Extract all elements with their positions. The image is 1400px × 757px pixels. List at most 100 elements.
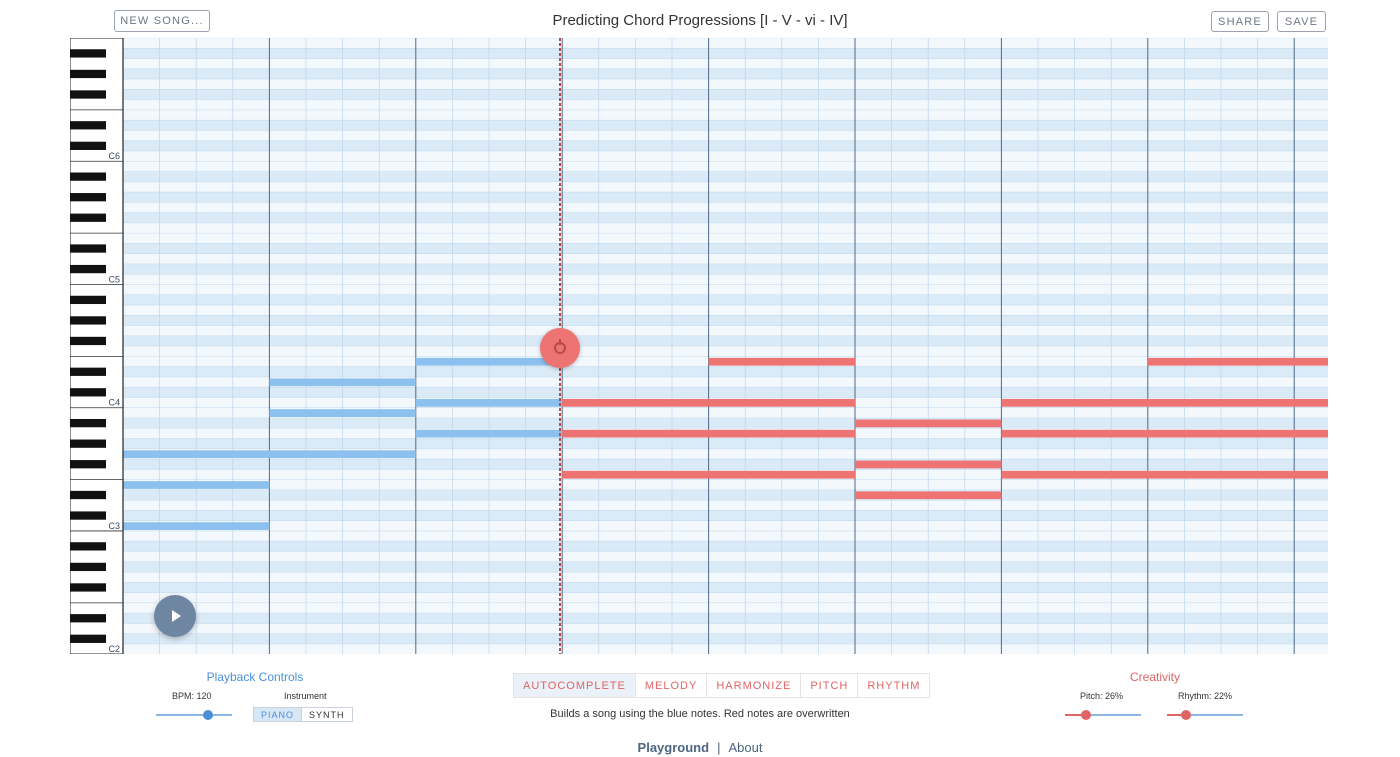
instrument-synth-button[interactable]: SYNTH: [302, 707, 353, 722]
bpm-slider-knob[interactable]: [203, 710, 213, 720]
playground-link[interactable]: Playground: [637, 740, 710, 755]
octave-label: C3: [108, 521, 120, 531]
generated-note[interactable]: [855, 460, 1002, 469]
octave-label: C5: [108, 274, 120, 284]
grid-row: [123, 561, 1328, 573]
grid-row: [123, 448, 1328, 460]
black-key[interactable]: [70, 583, 106, 592]
tab-rhythm[interactable]: RHYTHM: [858, 673, 931, 698]
new-song-button[interactable]: NEW SONG...: [114, 10, 210, 32]
rhythm-creativity-label: Rhythm: 22%: [1178, 691, 1233, 701]
generated-note[interactable]: [1001, 429, 1328, 438]
black-key[interactable]: [70, 439, 106, 448]
black-key[interactable]: [70, 634, 106, 643]
black-key[interactable]: [70, 562, 106, 572]
black-key[interactable]: [70, 295, 106, 305]
black-key[interactable]: [70, 336, 106, 346]
user-note[interactable]: [415, 398, 563, 407]
user-note[interactable]: [269, 378, 416, 387]
black-key[interactable]: [70, 141, 106, 150]
grid-row: [123, 366, 1328, 377]
user-note[interactable]: [415, 429, 563, 438]
top-bar: NEW SONG... Predicting Chord Progression…: [0, 0, 1400, 40]
grid-row: [123, 212, 1328, 223]
black-key[interactable]: [70, 69, 106, 79]
black-key[interactable]: [70, 172, 106, 181]
generated-note[interactable]: [708, 398, 855, 407]
black-key[interactable]: [70, 264, 106, 274]
user-note[interactable]: [123, 481, 270, 489]
bpm-slider[interactable]: [156, 710, 232, 720]
black-key[interactable]: [70, 49, 106, 58]
generated-note[interactable]: [708, 470, 855, 479]
grid-row: [123, 274, 1328, 285]
piano-keyboard: [70, 38, 124, 654]
grid-row: [123, 479, 1328, 490]
tab-melody[interactable]: MELODY: [635, 673, 708, 698]
generated-note[interactable]: [855, 491, 1002, 500]
black-key[interactable]: [70, 367, 106, 376]
pitch-creativity-slider[interactable]: [1065, 710, 1141, 720]
black-key[interactable]: [70, 193, 106, 202]
black-key[interactable]: [70, 213, 106, 222]
black-key[interactable]: [70, 418, 106, 428]
generated-note[interactable]: [562, 470, 709, 479]
user-note[interactable]: [269, 409, 416, 417]
rhythm-slider-knob[interactable]: [1181, 710, 1191, 720]
pitch-slider-knob[interactable]: [1081, 710, 1091, 720]
footer-separator: |: [717, 740, 721, 755]
generated-note[interactable]: [1147, 357, 1328, 366]
user-note[interactable]: [415, 357, 563, 366]
grid-row: [123, 284, 1328, 295]
user-note[interactable]: [123, 450, 416, 459]
generated-note[interactable]: [562, 398, 709, 407]
user-note[interactable]: [123, 522, 270, 530]
share-button[interactable]: SHARE: [1211, 11, 1269, 32]
grid-row: [123, 99, 1328, 110]
black-key[interactable]: [70, 511, 106, 520]
rhythm-creativity-slider[interactable]: [1167, 710, 1243, 720]
grid-row: [123, 68, 1328, 80]
grid-row: [123, 592, 1328, 603]
mode-description: Builds a song using the blue notes. Red …: [550, 708, 850, 720]
black-key[interactable]: [70, 490, 106, 500]
playhead-handle[interactable]: [540, 328, 580, 368]
about-link[interactable]: About: [728, 740, 763, 755]
pitch-creativity-label: Pitch: 26%: [1080, 691, 1124, 701]
black-key[interactable]: [70, 388, 106, 397]
octave-label: C6: [108, 151, 120, 161]
power-icon: [554, 339, 566, 354]
grid-row: [123, 489, 1328, 501]
black-key[interactable]: [70, 121, 106, 130]
grid-row: [123, 48, 1328, 59]
generated-note[interactable]: [1001, 470, 1328, 479]
grid-row: [123, 243, 1328, 254]
play-button[interactable]: [154, 595, 196, 637]
instrument-piano-button[interactable]: PIANO: [253, 707, 303, 722]
generated-note[interactable]: [855, 419, 1002, 428]
play-icon: [172, 610, 181, 622]
generated-note[interactable]: [708, 429, 855, 438]
save-button[interactable]: SAVE: [1277, 11, 1326, 32]
piano-roll[interactable]: C6 C5 C4 C3 C2: [70, 38, 1330, 654]
generated-note[interactable]: [562, 429, 709, 438]
grid-row: [123, 192, 1328, 203]
black-key[interactable]: [70, 460, 106, 469]
black-key[interactable]: [70, 542, 106, 551]
black-key[interactable]: [70, 614, 106, 623]
footer-nav: Playground | About: [600, 740, 800, 755]
tab-pitch[interactable]: PITCH: [801, 673, 859, 698]
grid-row: [123, 500, 1328, 511]
tab-autocomplete[interactable]: AUTOCOMPLETE: [513, 673, 636, 698]
black-key[interactable]: [70, 90, 106, 99]
black-key[interactable]: [70, 316, 106, 325]
generated-note[interactable]: [708, 357, 855, 366]
piano-roll-canvas[interactable]: C6 C5 C4 C3 C2: [70, 38, 1330, 654]
generated-note[interactable]: [1001, 398, 1328, 407]
grid-row: [123, 459, 1328, 470]
octave-label: C4: [108, 398, 120, 408]
black-key[interactable]: [70, 244, 106, 253]
tab-harmonize[interactable]: HARMONIZE: [707, 673, 802, 698]
grid-row: [123, 109, 1328, 121]
grid-row: [123, 582, 1328, 593]
